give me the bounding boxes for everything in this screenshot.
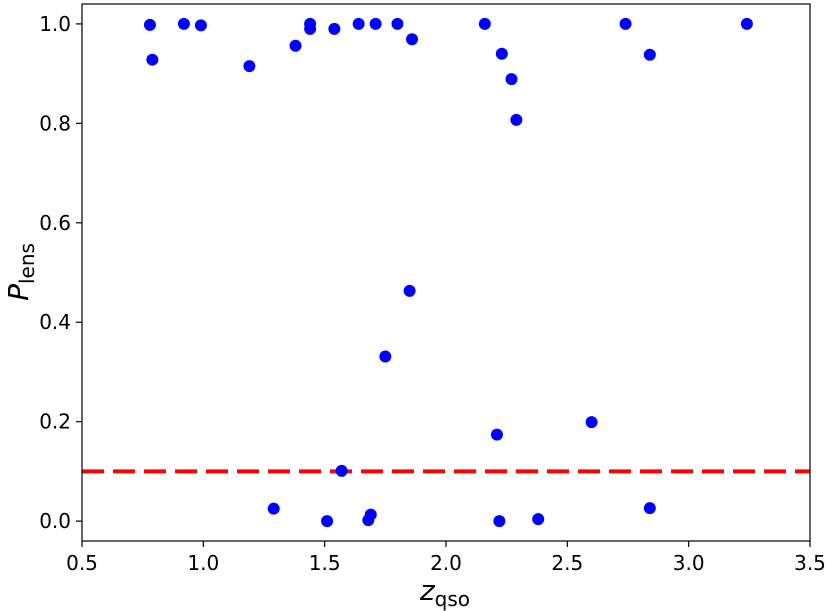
data-point-14 [364, 508, 377, 521]
data-point-21 [490, 428, 503, 441]
data-point-0 [143, 18, 156, 31]
data-point-2 [177, 17, 190, 30]
data-point-28 [619, 17, 632, 30]
data-point-27 [585, 416, 598, 429]
x-tick-label-2: 1.5 [309, 551, 341, 575]
data-point-9 [321, 515, 334, 528]
data-point-15 [369, 17, 382, 30]
x-axis-ticks: 0.5 1.0 1.5 2.0 2.5 3.0 3.5 [66, 541, 826, 575]
y-axis-label: Plens [2, 243, 39, 301]
data-point-17 [391, 17, 404, 30]
data-point-30 [643, 502, 656, 515]
x-axis-label-main: z [419, 574, 436, 607]
y-axis-label-sub: lens [15, 243, 39, 284]
data-point-16 [379, 350, 392, 363]
x-tick-label-5: 3.0 [673, 551, 705, 575]
data-point-23 [495, 47, 508, 60]
x-tick-label-4: 2.5 [551, 551, 583, 575]
data-point-31 [740, 17, 753, 30]
data-point-5 [267, 502, 280, 515]
y-tick-label-1: 0.2 [39, 410, 71, 434]
data-point-19 [406, 33, 419, 46]
y-tick-label-5: 1.0 [39, 12, 71, 36]
data-point-26 [532, 513, 545, 526]
data-points [143, 17, 753, 528]
data-point-29 [643, 48, 656, 61]
data-point-11 [335, 464, 348, 477]
plot-background [82, 4, 810, 541]
data-point-4 [243, 60, 256, 73]
x-axis-label: zqso [419, 574, 470, 611]
x-tick-label-0: 0.5 [66, 551, 98, 575]
y-axis-ticks: 0.0 0.2 0.4 0.6 0.8 1.0 [39, 12, 82, 533]
y-tick-label-3: 0.6 [39, 211, 71, 235]
data-point-18 [403, 284, 416, 297]
data-point-6 [289, 39, 302, 52]
data-point-12 [352, 17, 365, 30]
data-point-25 [510, 113, 523, 126]
x-axis-label-sub: qso [435, 587, 470, 611]
y-axis-label-main: P [2, 284, 35, 301]
x-tick-label-1: 1.0 [187, 551, 219, 575]
data-point-8 [304, 22, 317, 35]
data-point-1 [146, 53, 159, 66]
data-point-10 [328, 22, 341, 35]
x-tick-label-3: 2.0 [430, 551, 462, 575]
y-tick-label-4: 0.8 [39, 111, 71, 135]
y-tick-label-2: 0.4 [39, 310, 71, 334]
x-tick-label-6: 3.5 [794, 551, 826, 575]
data-point-20 [478, 17, 491, 30]
plot-area [82, 4, 810, 541]
data-point-3 [194, 19, 207, 32]
data-point-24 [505, 73, 518, 86]
data-point-22 [493, 515, 506, 528]
y-tick-label-0: 0.0 [39, 509, 71, 533]
